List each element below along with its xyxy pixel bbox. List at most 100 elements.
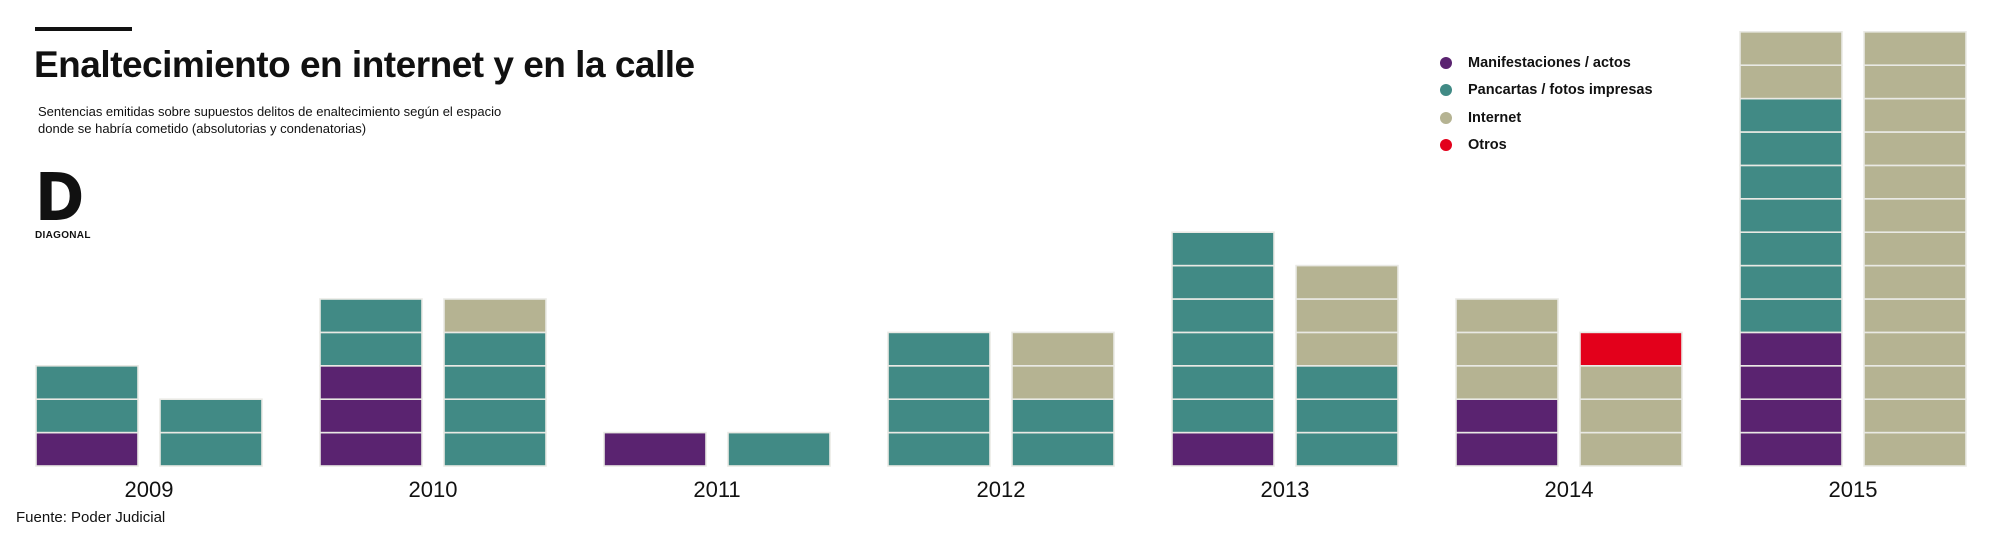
bar-segment-internet xyxy=(1863,198,1967,234)
legend: Manifestaciones / actos Pancartas / foto… xyxy=(1440,49,1653,159)
bar-segment-internet xyxy=(1579,398,1683,434)
bar-segment-internet xyxy=(1011,331,1115,367)
bar-segment-pancartas-fotos-impresas xyxy=(1171,364,1275,400)
bar-segment-internet xyxy=(1863,298,1967,334)
chart-title: Enaltecimiento en internet y en la calle xyxy=(34,44,695,85)
bar-segment-internet xyxy=(1863,331,1967,367)
legend-item-pancartas: Pancartas / fotos impresas xyxy=(1440,77,1653,105)
diagonal-logo: D DIAGONAL xyxy=(35,159,91,242)
x-tick-label: 2012 xyxy=(977,477,1026,502)
x-tick-label: 2013 xyxy=(1261,477,1310,502)
bar-segment-pancartas-fotos-impresas xyxy=(443,398,547,434)
bar-segment-pancartas-fotos-impresas xyxy=(443,331,547,367)
bar-segment-manifestaciones-actos xyxy=(1171,431,1275,467)
bar-segment-pancartas-fotos-impresas xyxy=(159,398,263,434)
legend-swatch-manifestaciones xyxy=(1440,56,1452,69)
legend-swatch-internet xyxy=(1440,111,1452,124)
title-rule xyxy=(35,27,132,31)
bar-segment-internet xyxy=(1455,331,1559,367)
bar-segment-manifestaciones-actos xyxy=(1739,364,1843,400)
bar-segment-pancartas-fotos-impresas xyxy=(887,398,991,434)
x-tick-label: 2015 xyxy=(1829,477,1878,502)
bar-segment-pancartas-fotos-impresas xyxy=(1739,298,1843,334)
legend-label: Manifestaciones / actos xyxy=(1468,54,1631,71)
bar-segment-pancartas-fotos-impresas xyxy=(1011,398,1115,434)
bar-segment-manifestaciones-actos xyxy=(1455,431,1559,467)
legend-swatch-pancartas xyxy=(1440,84,1452,97)
bar-segment-internet xyxy=(1295,264,1399,300)
bar-segment-pancartas-fotos-impresas xyxy=(1739,97,1843,133)
bar-segment-internet xyxy=(1295,298,1399,334)
bar-segment-internet xyxy=(1295,331,1399,367)
bar-segment-internet xyxy=(1011,364,1115,400)
bar-segment-pancartas-fotos-impresas xyxy=(1295,431,1399,467)
bar-segment-internet xyxy=(1863,164,1967,200)
bar-segment-internet xyxy=(1739,64,1843,100)
x-tick-label: 2009 xyxy=(125,477,174,502)
bar-segment-pancartas-fotos-impresas xyxy=(1739,131,1843,167)
legend-item-manifestaciones: Manifestaciones / actos xyxy=(1440,49,1653,77)
bar-segment-internet xyxy=(1863,398,1967,434)
bar-segment-pancartas-fotos-impresas xyxy=(1171,298,1275,334)
bar-segment-pancartas-fotos-impresas xyxy=(1011,431,1115,467)
bar-segment-internet xyxy=(1863,30,1967,67)
bar-segment-pancartas-fotos-impresas xyxy=(1171,331,1275,367)
bar-segment-pancartas-fotos-impresas xyxy=(1739,164,1843,200)
bar-segment-internet xyxy=(1863,64,1967,100)
bar-segment-manifestaciones-actos xyxy=(1455,398,1559,434)
bar-segment-internet xyxy=(1863,364,1967,400)
bar-segment-pancartas-fotos-impresas xyxy=(443,431,547,467)
bar-segment-pancartas-fotos-impresas xyxy=(35,398,139,434)
bar-segment-internet xyxy=(1739,30,1843,67)
bar-segment-pancartas-fotos-impresas xyxy=(1739,231,1843,267)
chart-subtitle: Sentencias emitidas sobre supuestos deli… xyxy=(38,104,502,136)
bar-segment-internet xyxy=(1455,298,1559,334)
bar-segment-pancartas-fotos-impresas xyxy=(727,431,831,467)
bar-segment-pancartas-fotos-impresas xyxy=(887,364,991,400)
legend-item-internet: Internet xyxy=(1440,104,1653,132)
bar-segment-pancartas-fotos-impresas xyxy=(1295,398,1399,434)
bar-segment-otros xyxy=(1579,331,1683,367)
legend-label: Pancartas / fotos impresas xyxy=(1468,82,1653,99)
bar-segment-pancartas-fotos-impresas xyxy=(887,331,991,367)
bar-segment-internet xyxy=(1863,264,1967,300)
bar-segment-internet xyxy=(443,298,547,334)
logo-letter: D xyxy=(35,159,84,236)
bar-segment-internet xyxy=(1455,364,1559,400)
bar-segment-manifestaciones-actos xyxy=(603,431,707,467)
bar-segment-manifestaciones-actos xyxy=(35,431,139,467)
x-tick-label: 2010 xyxy=(409,477,458,502)
bar-segment-pancartas-fotos-impresas xyxy=(1295,364,1399,400)
bar-segment-pancartas-fotos-impresas xyxy=(1171,398,1275,434)
x-tick-label: 2011 xyxy=(693,477,740,502)
bar-segment-manifestaciones-actos xyxy=(1739,398,1843,434)
bar-segment-pancartas-fotos-impresas xyxy=(1171,264,1275,300)
bar-segment-manifestaciones-actos xyxy=(1739,431,1843,467)
legend-item-otros: Otros xyxy=(1440,132,1653,160)
bar-segment-pancartas-fotos-impresas xyxy=(887,431,991,467)
bar-segment-manifestaciones-actos xyxy=(319,431,423,467)
legend-swatch-otros xyxy=(1440,139,1452,152)
bar-segment-pancartas-fotos-impresas xyxy=(1739,198,1843,234)
logo-word: DIAGONAL xyxy=(35,230,91,241)
bar-segment-internet xyxy=(1579,431,1683,467)
bar-segment-internet xyxy=(1863,97,1967,133)
source-note: Fuente: Poder Judicial xyxy=(16,509,166,526)
bar-segment-pancartas-fotos-impresas xyxy=(1739,264,1843,300)
legend-label: Internet xyxy=(1468,109,1522,126)
bar-segment-pancartas-fotos-impresas xyxy=(1171,231,1275,267)
legend-label: Otros xyxy=(1468,137,1507,154)
bar-segment-pancartas-fotos-impresas xyxy=(35,364,139,400)
bar-segment-internet xyxy=(1579,364,1683,400)
x-tick-label: 2014 xyxy=(1545,477,1594,502)
bar-segment-manifestaciones-actos xyxy=(319,364,423,400)
bar-segment-internet xyxy=(1863,431,1967,467)
bar-segment-pancartas-fotos-impresas xyxy=(319,298,423,334)
bar-segment-internet xyxy=(1863,231,1967,267)
bar-segment-pancartas-fotos-impresas xyxy=(319,331,423,367)
bar-segment-manifestaciones-actos xyxy=(1739,331,1843,367)
bar-segment-pancartas-fotos-impresas xyxy=(443,364,547,400)
bar-segment-internet xyxy=(1863,131,1967,167)
bar-segment-pancartas-fotos-impresas xyxy=(159,431,263,467)
